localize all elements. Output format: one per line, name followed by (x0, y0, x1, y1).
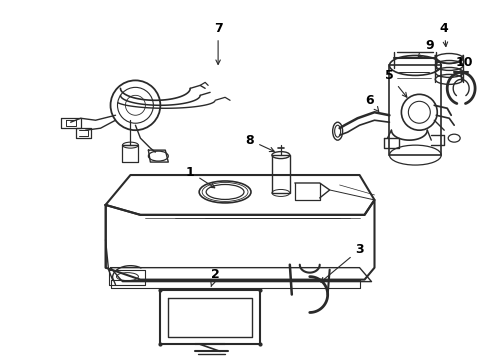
Text: 3: 3 (321, 243, 364, 282)
Text: 5: 5 (385, 69, 407, 97)
Text: 7: 7 (214, 22, 222, 64)
Text: 2: 2 (211, 268, 220, 287)
Text: 8: 8 (245, 134, 274, 152)
Bar (390, 66, 441, 155)
Text: 4: 4 (440, 22, 449, 46)
Text: 9: 9 (418, 39, 434, 58)
Bar (272, 155, 290, 193)
Text: 10: 10 (455, 56, 473, 75)
Text: 1: 1 (186, 166, 215, 188)
Text: 6: 6 (365, 94, 379, 111)
